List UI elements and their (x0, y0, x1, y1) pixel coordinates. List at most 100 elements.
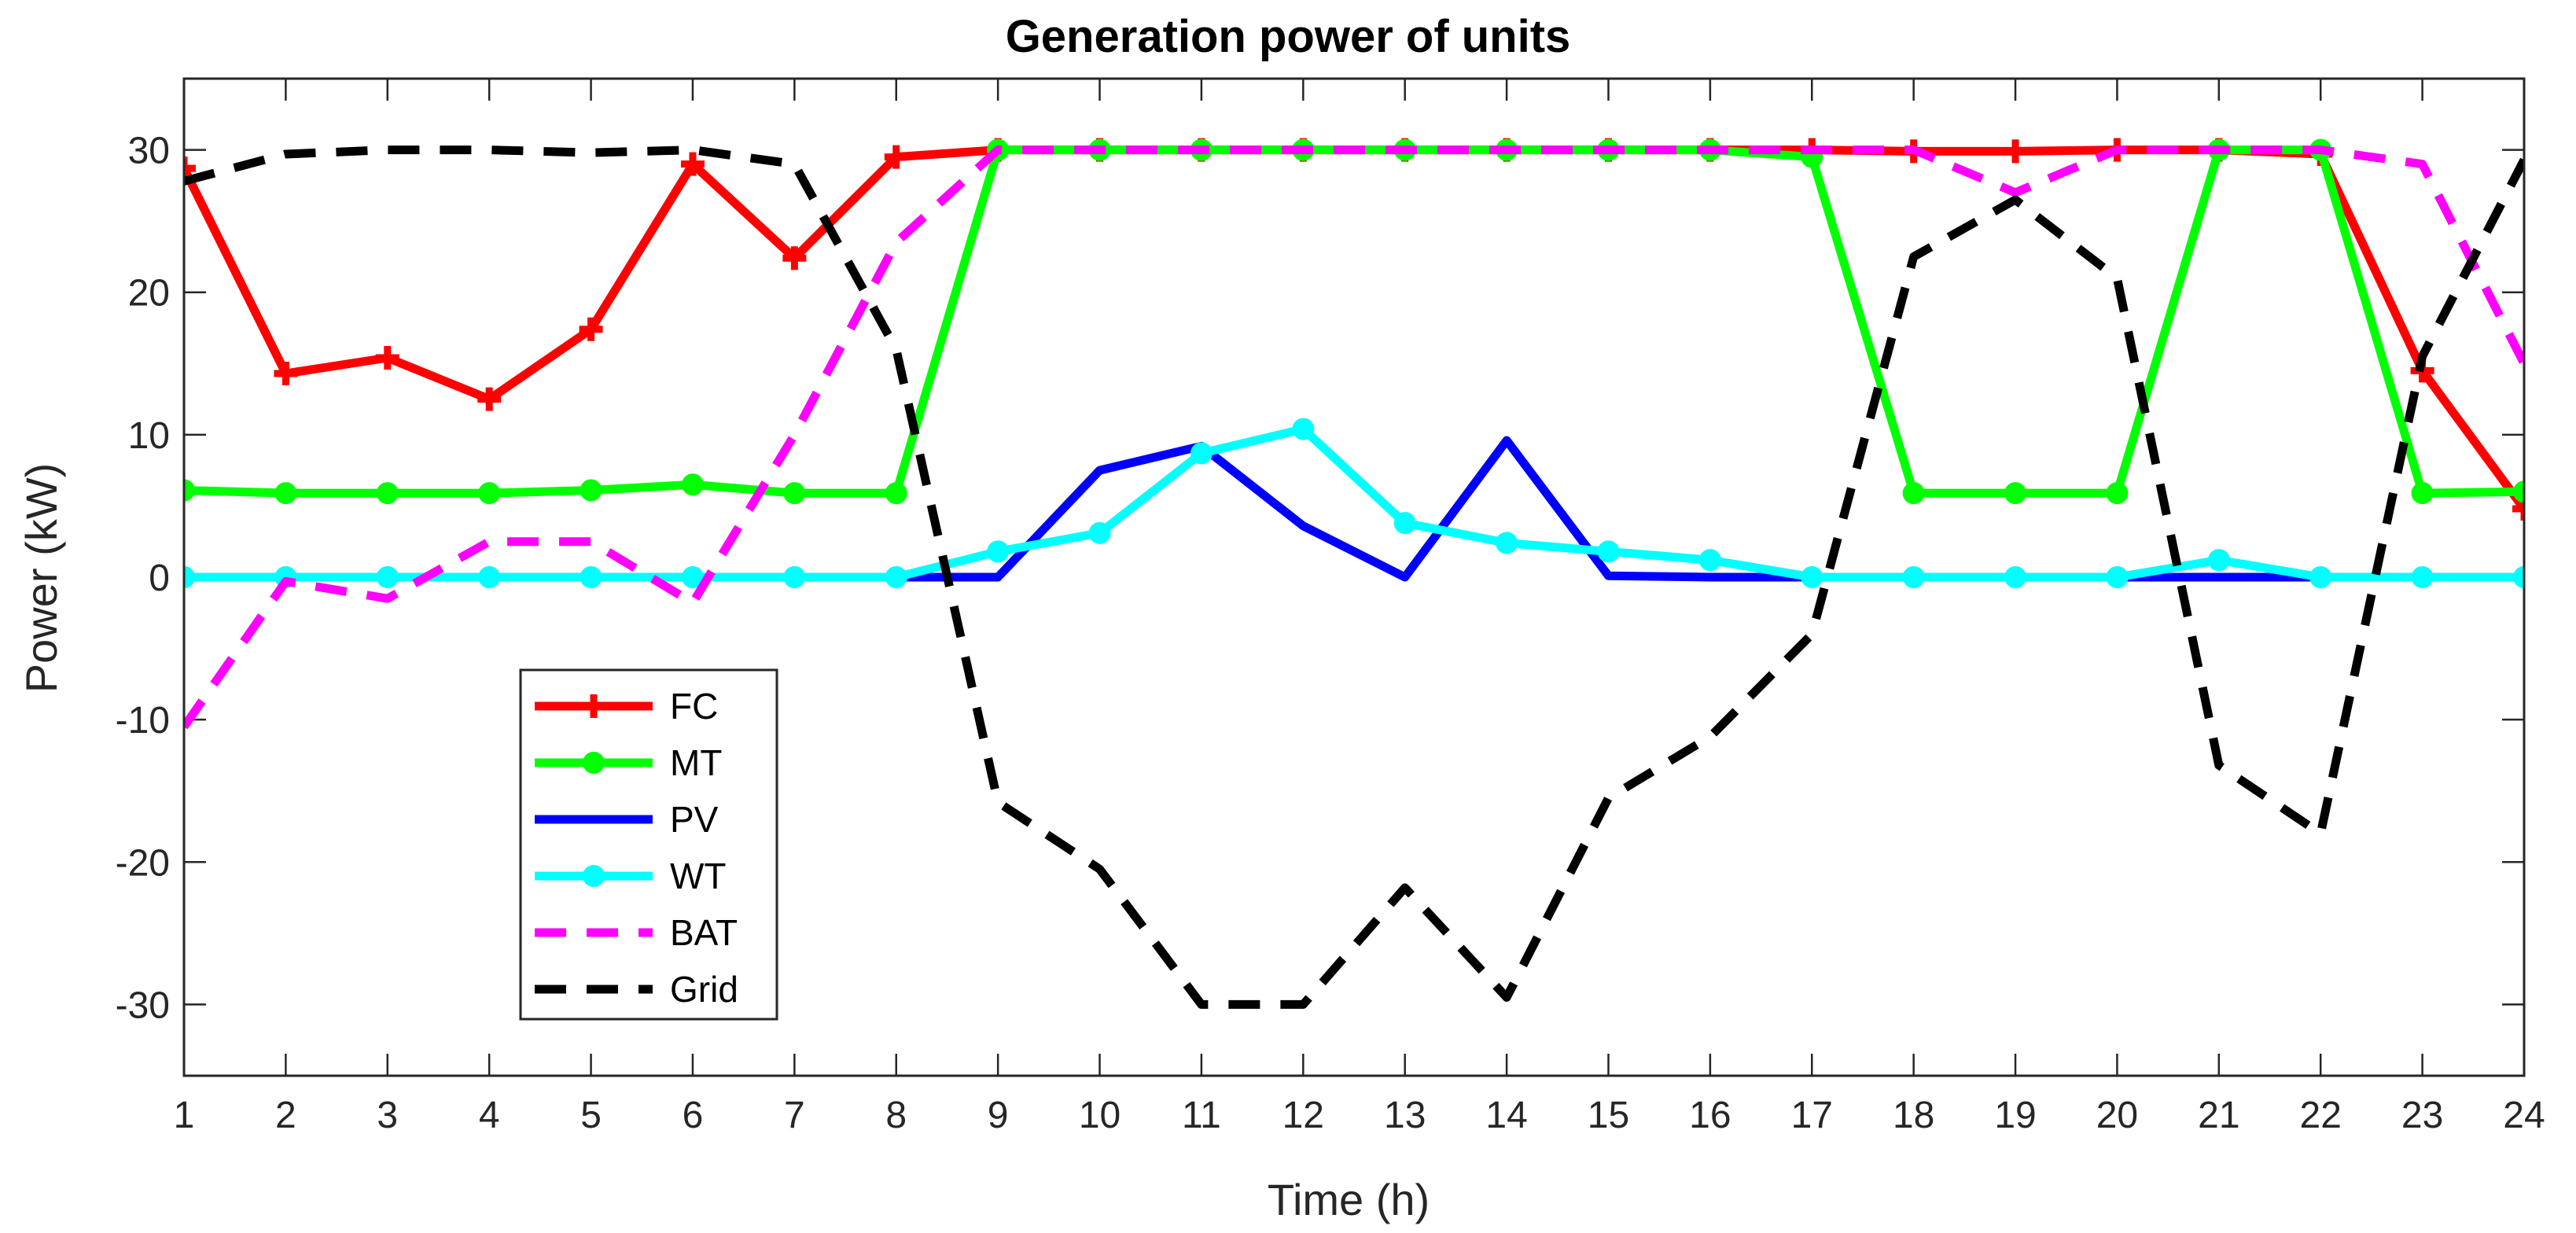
legend-marker-wt (583, 865, 605, 887)
x-tick-label: 8 (885, 1095, 907, 1136)
data-point-mt (2411, 482, 2434, 505)
data-point-fc (477, 387, 502, 411)
legend-label-fc: FC (670, 686, 718, 727)
data-point-mt (274, 482, 297, 505)
x-tick-label: 19 (1994, 1095, 2036, 1136)
x-tick-label: 18 (1893, 1095, 1934, 1136)
legend-label-bat: BAT (670, 912, 738, 953)
data-point-wt (2004, 566, 2027, 588)
data-point-fc (680, 152, 705, 176)
data-point-wt (2513, 566, 2524, 588)
data-point-wt (1190, 442, 1213, 465)
data-point-mt (2004, 482, 2027, 505)
data-point-fc (184, 156, 196, 181)
x-tick-label: 7 (784, 1095, 805, 1136)
data-point-mt (184, 479, 195, 502)
x-tick-label: 13 (1384, 1095, 1426, 1136)
x-tick-label: 14 (1485, 1095, 1527, 1136)
series-grid (184, 145, 2524, 1009)
data-point-wt (1496, 532, 1518, 554)
data-point-wt (2106, 566, 2129, 588)
x-tick-label: 4 (479, 1095, 500, 1136)
data-point-wt (1801, 566, 1823, 588)
data-point-mt (1902, 482, 1925, 505)
y-tick-label: -10 (116, 700, 170, 742)
legend: FC MT PV WT BAT Grid (519, 668, 778, 1021)
data-point-mt (580, 479, 602, 502)
y-axis-label: Power (kW) (17, 463, 66, 693)
axis-ticks (182, 79, 2526, 1076)
x-tick-label: 6 (683, 1095, 704, 1136)
data-point-mt (2106, 482, 2129, 505)
x-tick-label: 23 (2401, 1095, 2443, 1136)
data-point-wt (2207, 549, 2230, 572)
y-tick-label: -20 (116, 842, 170, 884)
x-tick-label: 3 (377, 1095, 398, 1136)
series-bat (184, 145, 2524, 730)
data-point-wt (1088, 521, 1111, 544)
data-point-wt (580, 566, 602, 588)
data-point-wt (1597, 540, 1620, 563)
data-point-wt (376, 566, 399, 588)
axes-box (182, 77, 2526, 1077)
chart-title: Generation power of units (1006, 11, 1571, 62)
data-point-wt (2411, 566, 2434, 588)
data-point-fc (579, 317, 603, 341)
y-tick-label: 10 (128, 415, 170, 457)
series-line-bat (184, 145, 2524, 730)
legend-marker-mt (583, 752, 605, 774)
legend-label-pv: PV (670, 799, 719, 840)
series-layer (184, 138, 2524, 1009)
y-tick-label: 30 (128, 131, 170, 172)
data-point-wt (1698, 549, 1721, 572)
legend-marker-fc (582, 694, 605, 718)
legend-box (519, 668, 778, 1021)
data-point-wt (184, 566, 195, 588)
x-tick-label: 15 (1588, 1095, 1629, 1136)
legend-label-grid: Grid (670, 969, 738, 1010)
x-tick-label: 1 (174, 1095, 195, 1136)
data-point-wt (681, 566, 704, 588)
series-line-grid (184, 145, 2524, 1009)
data-point-wt (1292, 418, 1315, 440)
x-tick-label: 20 (2096, 1095, 2138, 1136)
data-point-fc (782, 246, 807, 271)
x-tick-label: 2 (275, 1095, 296, 1136)
data-point-fc (274, 361, 298, 385)
tick-labels: 1 2 3 4 5 6 7 8 9 10 11 12 13 14 15 16 17 18 19 20 21 22 23 24-… (116, 131, 2545, 1136)
series-line-wt (184, 425, 2524, 582)
data-point-wt (1393, 512, 1416, 535)
series-wt (184, 418, 2524, 588)
legend-label-mt: MT (670, 742, 722, 783)
data-point-mt (681, 473, 704, 496)
x-tick-label: 21 (2198, 1095, 2239, 1136)
data-point-wt (885, 566, 907, 588)
data-point-wt (1902, 566, 1925, 588)
data-point-wt (783, 566, 806, 588)
data-point-mt (885, 482, 907, 505)
x-tick-label: 17 (1791, 1095, 1833, 1136)
x-axis-label: Time (h) (1268, 1175, 1430, 1224)
y-tick-label: 20 (128, 273, 170, 315)
data-point-wt (478, 566, 501, 588)
y-tick-label: 0 (149, 558, 170, 599)
x-tick-label: 22 (2300, 1095, 2342, 1136)
data-point-mt (2513, 480, 2524, 503)
data-point-mt (478, 482, 501, 505)
x-tick-label: 9 (988, 1095, 1009, 1136)
x-tick-label: 10 (1079, 1095, 1121, 1136)
data-point-wt (2309, 566, 2332, 588)
data-point-fc (2004, 139, 2028, 164)
data-point-mt (376, 482, 399, 505)
data-point-fc (375, 346, 399, 370)
data-point-wt (987, 540, 1010, 563)
legend-label-wt: WT (670, 856, 727, 896)
y-tick-label: -30 (116, 985, 170, 1026)
x-tick-label: 12 (1282, 1095, 1324, 1136)
data-point-fc (2512, 497, 2524, 521)
x-tick-label: 24 (2503, 1095, 2545, 1136)
data-point-mt (783, 482, 806, 505)
x-tick-label: 5 (580, 1095, 602, 1136)
data-point-fc (884, 145, 908, 169)
x-tick-label: 16 (1689, 1095, 1731, 1136)
